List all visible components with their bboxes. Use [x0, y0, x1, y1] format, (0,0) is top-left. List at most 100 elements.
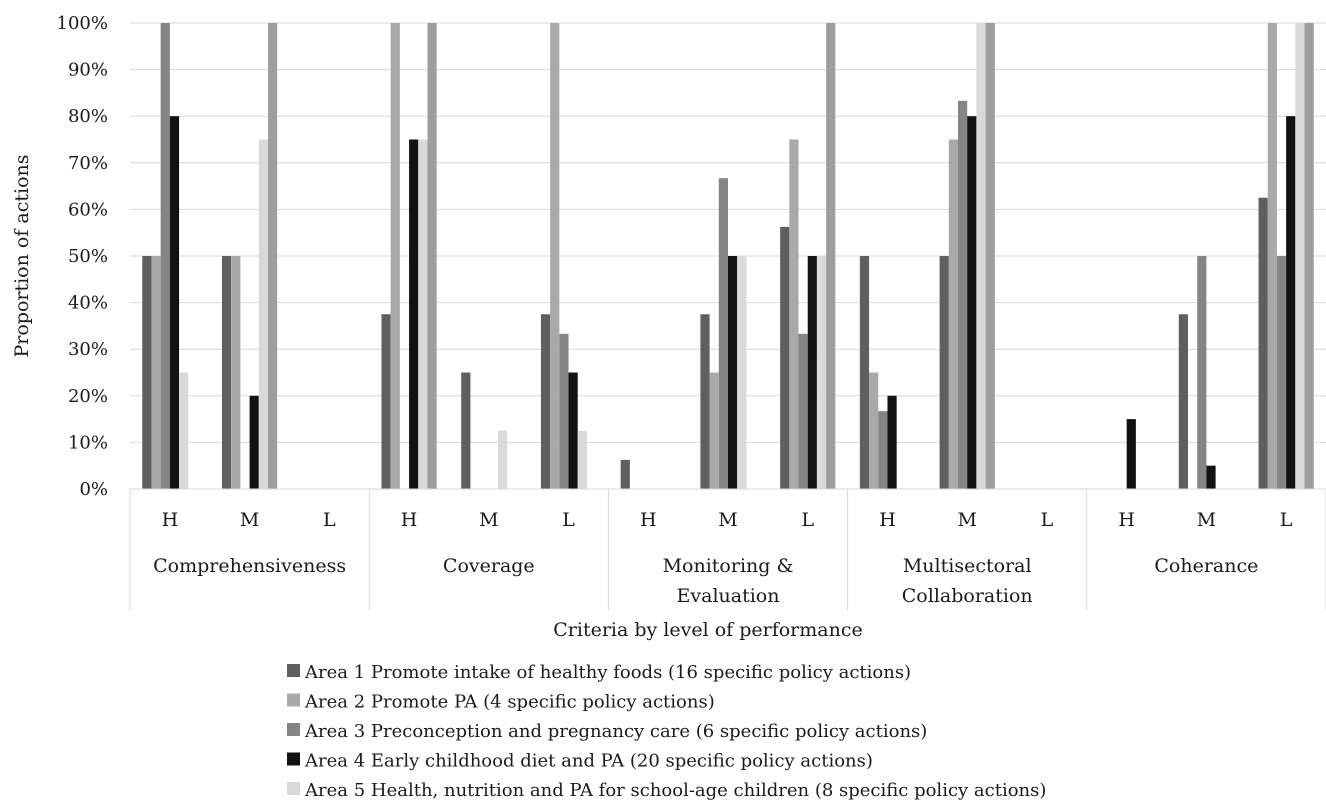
level-label: H [879, 509, 896, 531]
bar-series-2 [709, 372, 719, 489]
bar-series-4 [409, 139, 419, 489]
bar-series-1 [1178, 314, 1188, 489]
bar-series-5 [498, 430, 508, 489]
group-label: Coverage [443, 555, 535, 577]
bar-series-3 [559, 333, 569, 489]
bar-series-1 [859, 256, 870, 489]
bar-series-3 [878, 411, 888, 489]
bar-series-3 [1197, 256, 1207, 489]
y-tick-label: 90% [68, 60, 108, 81]
group-label: Collaboration [902, 585, 1033, 607]
group-label: Comprehensiveness [153, 555, 346, 577]
y-tick-label: 0% [79, 479, 108, 500]
y-tick-label: 70% [68, 153, 108, 174]
level-label: L [1280, 509, 1293, 531]
level-label: L [562, 509, 575, 531]
level-label: M [957, 509, 976, 531]
bar-series-4 [249, 395, 259, 489]
legend-label: Area 2 Promote PA (4 specific policy act… [304, 692, 715, 713]
level-label: H [162, 509, 179, 531]
bar-series-4 [967, 116, 977, 489]
group-label: Monitoring & [663, 555, 794, 577]
bar-series-4 [568, 372, 578, 489]
bar-series-1 [620, 459, 630, 490]
bar-series-5 [577, 430, 587, 489]
bar-series-6 [985, 23, 995, 489]
y-tick-label: 20% [68, 386, 108, 407]
bar-series-2 [390, 23, 400, 489]
bar-series-6 [826, 23, 836, 489]
bar-series-4 [807, 256, 817, 489]
level-label: H [1118, 509, 1135, 531]
legend-swatch [287, 782, 300, 795]
group-label: Evaluation [677, 585, 780, 607]
bar-series-3 [798, 333, 808, 489]
level-label: M [479, 509, 498, 531]
bar-series-5 [258, 139, 268, 489]
legend-label: Area 4 Early childhood diet and PA (20 s… [304, 751, 873, 772]
level-label: H [401, 509, 418, 531]
bar-series-1 [700, 314, 710, 489]
y-tick-label: 50% [68, 246, 108, 267]
legend-label: Area 5 Health, nutrition and PA for scho… [304, 780, 1046, 801]
legend-label: Area 3 Preconception and pregnancy care … [304, 721, 927, 742]
bar-series-3 [958, 100, 968, 489]
bar-series-1 [222, 256, 232, 489]
bar-series-4 [1126, 419, 1136, 489]
bar-series-1 [1258, 197, 1268, 489]
bar-series-4 [728, 256, 738, 489]
level-label: L [323, 509, 336, 531]
x-category-labels: H M L Comprehensiveness H M L Coverage H M L Monito… [153, 509, 1293, 607]
bar-series-2 [789, 139, 799, 489]
bar-series-5 [179, 372, 189, 489]
bar-marks [142, 23, 1314, 490]
bar-series-1 [780, 226, 790, 490]
x-axis-title: Criteria by level of performance [553, 619, 862, 641]
y-tick-labels: 0% 10% 20% 30% 40% 50% 60% 70% 80% 90% 100% [57, 13, 108, 500]
bar-series-6 [268, 23, 278, 489]
bar-series-3 [1276, 256, 1287, 489]
bar-series-2 [869, 372, 879, 489]
bar-series-5 [737, 256, 747, 489]
bar-series-2 [550, 23, 560, 489]
bar-series-1 [142, 256, 152, 489]
bar-series-2 [1267, 23, 1277, 489]
y-tick-label: 40% [68, 293, 108, 314]
bar-series-4 [169, 116, 180, 489]
level-label: M [718, 509, 737, 531]
bar-series-5 [418, 139, 428, 489]
bar-series-5 [1295, 23, 1305, 489]
group-label: Multisectoral [903, 555, 1032, 577]
bar-series-3 [718, 178, 728, 489]
bar-series-3 [160, 23, 170, 489]
bar-series-1 [939, 256, 949, 489]
legend-swatch [287, 723, 300, 736]
bar-series-5 [816, 256, 827, 489]
axes [129, 488, 1326, 610]
legend-swatch [287, 664, 300, 677]
bar-series-4 [887, 395, 897, 489]
bar-series-6 [1304, 23, 1314, 489]
y-tick-label: 60% [68, 199, 108, 220]
level-label: M [240, 509, 259, 531]
level-label: M [1197, 509, 1216, 531]
bar-series-4 [1206, 465, 1216, 489]
y-tick-label: 80% [68, 106, 108, 127]
bar-series-2 [231, 256, 241, 489]
group-label: Coherance [1154, 555, 1258, 577]
y-tick-label: 100% [57, 13, 108, 34]
y-tick-label: 10% [68, 432, 108, 453]
legend: Area 1 Promote intake of healthy foods (… [287, 662, 1046, 801]
bar-series-6 [427, 23, 437, 489]
bar-series-2 [948, 139, 958, 489]
y-axis-title: Proportion of actions [11, 154, 33, 357]
bar-series-2 [151, 256, 161, 489]
y-tick-label: 30% [68, 339, 108, 360]
level-label: L [1041, 509, 1054, 531]
level-label: H [640, 509, 657, 531]
bar-series-5 [976, 23, 986, 489]
legend-swatch [287, 693, 300, 707]
legend-swatch [287, 752, 300, 766]
